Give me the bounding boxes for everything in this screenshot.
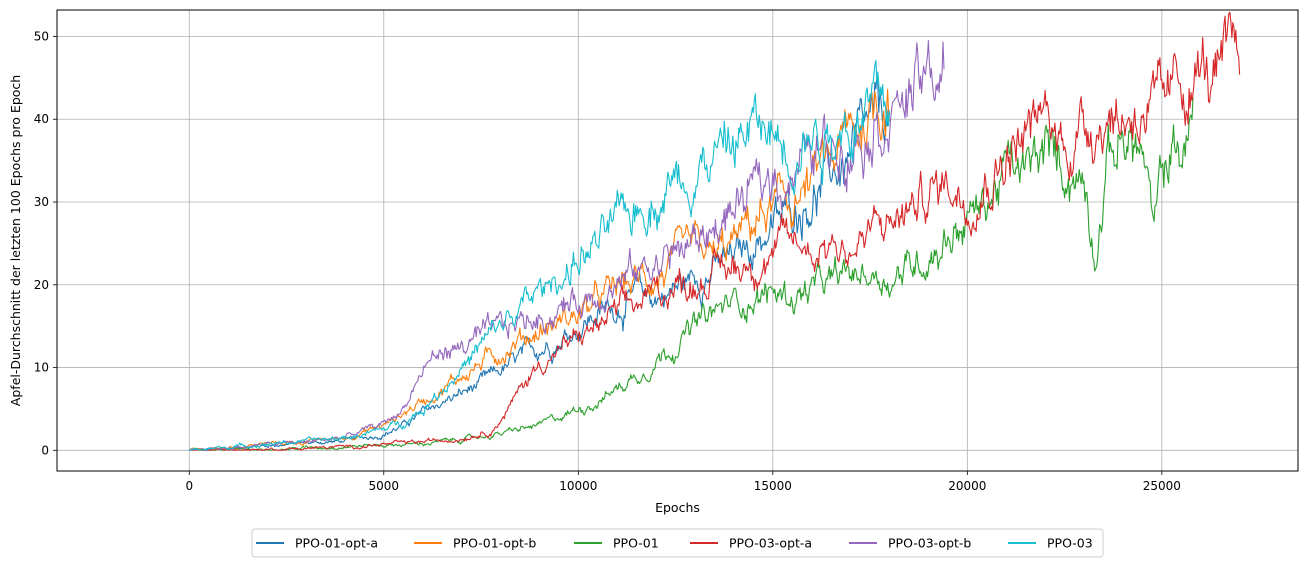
series-line	[189, 11, 1241, 451]
y-tick-label: 0	[41, 443, 49, 457]
x-tick-label: 25000	[1143, 479, 1181, 493]
series-line	[189, 97, 1194, 451]
x-tick-label: 10000	[559, 479, 597, 493]
x-tick-label: 0	[185, 479, 193, 493]
y-tick-label: 50	[34, 29, 49, 43]
y-tick-label: 30	[34, 195, 49, 209]
y-tick-label: 10	[34, 361, 49, 375]
series-group	[188, 11, 1241, 451]
x-axis-label: Epochs	[655, 500, 700, 515]
y-tick-label: 20	[34, 278, 49, 292]
y-tick-label: 40	[34, 112, 49, 126]
legend-label: PPO-01	[613, 536, 659, 551]
series-line	[188, 59, 891, 451]
legend-label: PPO-01-opt-a	[295, 536, 378, 551]
x-tick-label: 15000	[754, 479, 792, 493]
legend-label: PPO-03	[1047, 536, 1093, 551]
plot-frame	[56, 9, 1299, 472]
x-tick-label: 5000	[369, 479, 400, 493]
legend: PPO-01-opt-a PPO-01-opt-b PPO-01 PPO-03-opt…	[251, 528, 1104, 558]
y-axis-label: Apfel-Durchschnitt der letzten 100 Epoch…	[8, 75, 23, 406]
legend-label: PPO-01-opt-b	[453, 536, 536, 551]
legend-label: PPO-03-opt-a	[729, 536, 812, 551]
series-line	[189, 88, 891, 451]
legend-label: PPO-03-opt-b	[888, 536, 971, 551]
ticks: 0 5000 10000 15000 20000 25000 0 10 20 30 40 50	[34, 29, 1181, 493]
x-tick-label: 20000	[948, 479, 986, 493]
legend-box	[251, 528, 1104, 558]
